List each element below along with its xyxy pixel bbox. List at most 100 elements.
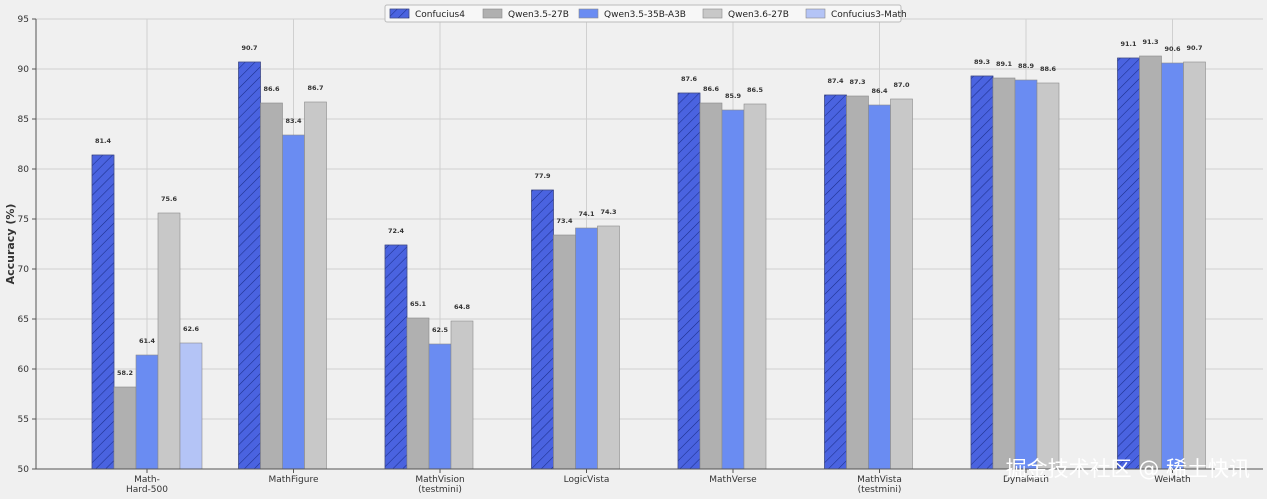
data-label: 89.1 <box>996 60 1013 68</box>
x-tick-label-line: WeMath <box>1154 475 1190 485</box>
data-label: 86.5 <box>747 86 764 94</box>
x-tick-label: MathFigure <box>269 475 319 485</box>
data-label: 87.3 <box>849 78 865 86</box>
data-label: 62.6 <box>183 325 200 333</box>
x-tick-label: Math-Hard-500 <box>126 475 168 495</box>
data-label: 72.4 <box>388 227 405 235</box>
y-tick-label: 90 <box>18 65 30 75</box>
y-tick-label: 50 <box>18 465 30 475</box>
bar <box>1014 79 1038 470</box>
y-tick-label: 80 <box>18 165 30 175</box>
x-tick-label-line: MathVista <box>857 475 902 485</box>
y-tick-label: 65 <box>18 315 29 325</box>
legend-swatch <box>578 8 599 19</box>
bar <box>450 320 474 470</box>
bar <box>179 342 203 470</box>
bar <box>1139 55 1162 470</box>
bar <box>553 234 576 470</box>
data-label: 74.3 <box>600 208 616 216</box>
bar-hatch <box>677 92 701 470</box>
x-tick-label-line: MathVerse <box>709 475 757 485</box>
data-label: 90.6 <box>1164 45 1181 53</box>
x-tick-label: DynaMath <box>1003 475 1049 485</box>
bar <box>1183 61 1206 470</box>
y-tick-label: 70 <box>18 265 30 275</box>
data-label: 87.6 <box>681 75 698 83</box>
data-label: 87.4 <box>827 77 844 85</box>
y-axis-title: Accuracy (%) <box>4 204 17 285</box>
bar <box>868 104 891 470</box>
x-tick-label: MathVista (testmini) <box>857 475 902 495</box>
legend-label: Confucius3-Math <box>831 10 907 20</box>
x-tick-label-line: LogicVista <box>564 475 610 485</box>
bar <box>575 227 598 470</box>
data-label: 61.4 <box>139 337 156 345</box>
data-label: 88.6 <box>1040 65 1057 73</box>
legend-swatch <box>702 8 723 19</box>
data-label: 85.9 <box>725 92 742 100</box>
y-tick-label: 85 <box>18 115 29 125</box>
data-label: 90.7 <box>241 44 257 52</box>
x-tick-label-line: (testmini) <box>858 485 902 495</box>
data-label: 87.0 <box>893 81 910 89</box>
legend-label: Qwen3.5-35B-A3B <box>604 10 686 20</box>
bar <box>721 109 745 470</box>
bar-hatch <box>531 189 554 470</box>
bar <box>992 77 1016 470</box>
data-label: 91.3 <box>1142 38 1158 46</box>
legend-label: Qwen3.5-27B <box>508 10 569 20</box>
bar <box>890 98 913 470</box>
data-label: 90.7 <box>1186 44 1202 52</box>
data-label: 73.4 <box>556 217 573 225</box>
legend-box <box>384 4 902 23</box>
bar <box>699 102 723 470</box>
bar <box>597 225 620 470</box>
data-label: 64.8 <box>454 303 471 311</box>
y-tick-label: 75 <box>18 215 29 225</box>
bar <box>743 103 767 470</box>
bar <box>304 101 327 470</box>
bar <box>135 354 159 470</box>
data-labels: 81.4 58.2 61.4 75.6 62.6 90.7 86.6 83.4 86.7 72.4… <box>95 38 1203 377</box>
data-label: 86.6 <box>263 85 280 93</box>
bar <box>1161 62 1184 470</box>
axes: 50 55 60 65 70 75 80 85 90 95 Math-Hard-500 MathFig… <box>4 15 1263 495</box>
watermark: 掘金技术社区 @ 稀土快讯 <box>1006 457 1250 481</box>
legend-swatch-hatch <box>389 8 410 19</box>
data-label: 81.4 <box>95 137 112 145</box>
x-tick-label-line: (testmini) <box>418 485 462 495</box>
bar-hatch <box>824 94 847 470</box>
bar <box>428 343 452 470</box>
data-label: 62.5 <box>432 326 449 334</box>
bar <box>406 317 430 470</box>
bar <box>157 212 181 470</box>
x-tick-label: LogicVista <box>564 475 610 485</box>
data-label: 86.7 <box>307 84 323 92</box>
bar-hatch <box>970 75 994 470</box>
data-label: 91.1 <box>1120 40 1137 48</box>
bar <box>260 102 283 470</box>
x-tick-label-line: Hard-500 <box>126 485 168 495</box>
data-label: 88.9 <box>1018 62 1035 70</box>
bar <box>282 134 305 470</box>
legend: Confucius4 Qwen3.5-27B Qwen3.5-35B-A3B Qwen… <box>384 4 907 23</box>
legend-swatch <box>482 8 503 19</box>
legend-label: Confucius4 <box>415 10 465 20</box>
data-label: 89.3 <box>974 58 990 66</box>
bar-hatch <box>384 244 408 470</box>
x-tick-label: WeMath <box>1154 475 1190 485</box>
bar-hatch <box>1117 57 1140 470</box>
watermark-text: 掘金技术社区 @ 稀土快讯 <box>1006 457 1250 481</box>
data-label: 77.9 <box>534 172 551 180</box>
legend-swatch <box>805 8 826 19</box>
y-tick-label: 55 <box>18 415 29 425</box>
x-tick-label-line: DynaMath <box>1003 475 1049 485</box>
data-label: 74.1 <box>578 210 595 218</box>
data-label: 65.1 <box>410 300 427 308</box>
data-label: 75.6 <box>161 195 178 203</box>
x-tick-label-line: MathVision <box>415 475 464 485</box>
legend-label: Qwen3.6-27B <box>728 10 789 20</box>
grid <box>36 18 1263 470</box>
